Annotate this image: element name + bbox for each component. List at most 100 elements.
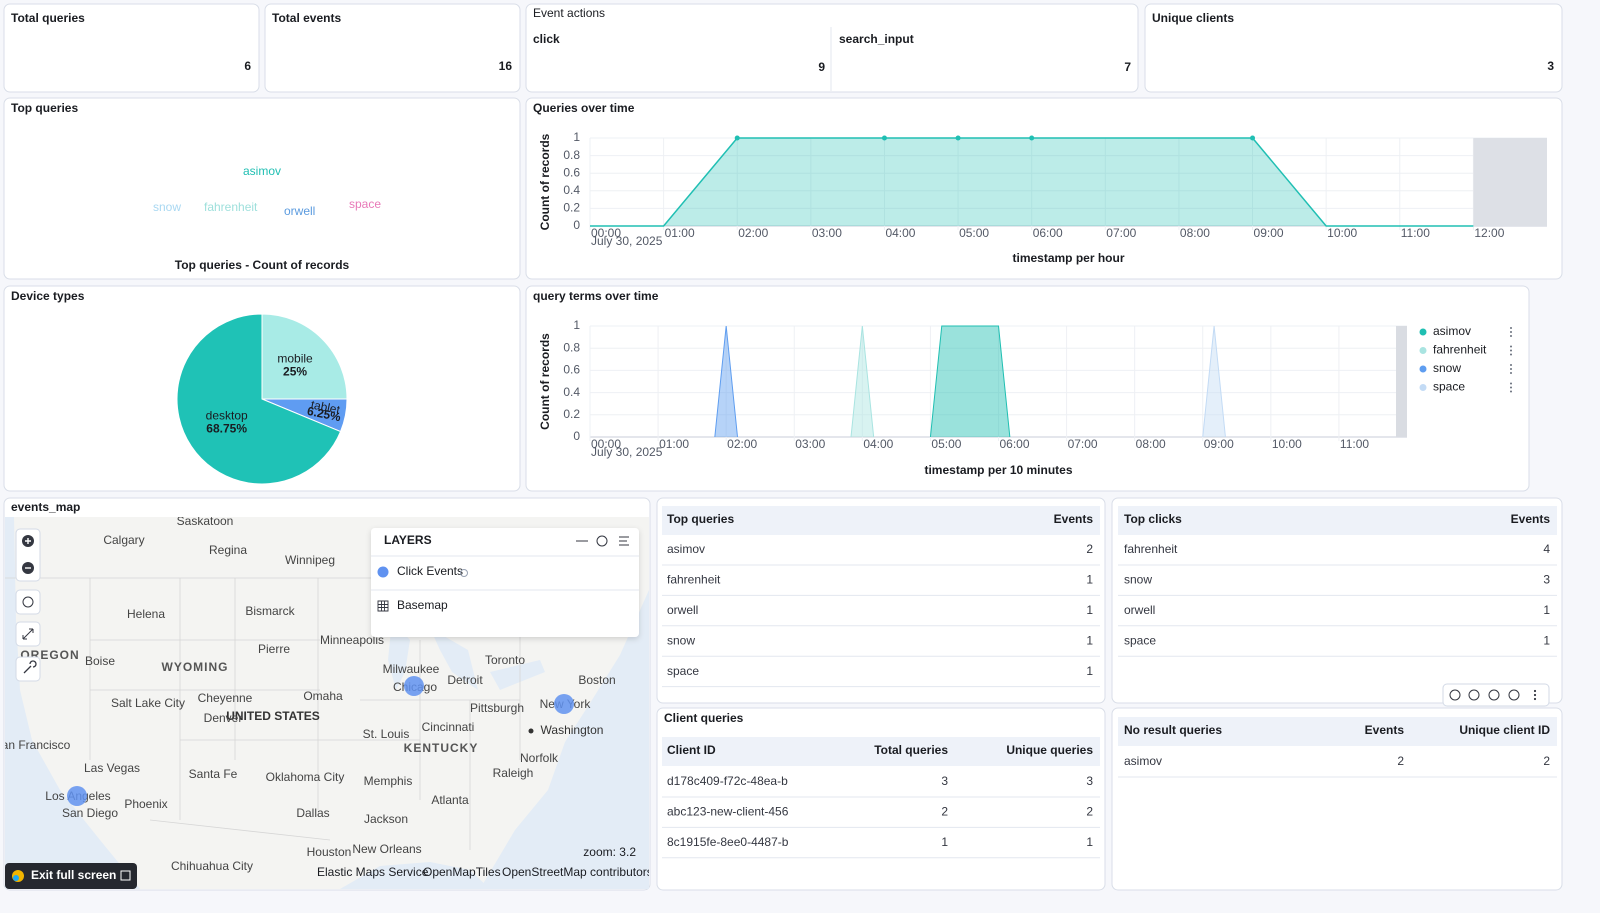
exit-label: Exit full screen [31,868,116,882]
map-point[interactable] [404,676,424,696]
toolbar-icon[interactable] [1449,689,1461,701]
panel [3,3,260,93]
toolbar-menu-dot[interactable] [1533,689,1537,693]
map-water [388,620,410,690]
panel [3,97,521,280]
column-header: Top clicks [1124,512,1182,526]
toolbar-icon[interactable] [1488,689,1500,701]
toolbar-icon[interactable] [1468,689,1480,701]
legend-menu-dot [1510,349,1512,352]
map-label: KENTUCKY [404,741,479,755]
point [881,135,887,141]
map-label: Jackson [364,812,408,826]
area [714,326,738,437]
x-tick-label: 11:00 [1340,437,1369,451]
action-label: click [533,32,560,46]
legend-menu-dot [1510,390,1512,393]
legend-menu-dot [1510,335,1512,337]
tag-word: asimov [243,164,281,178]
panel-toolbar [1442,683,1550,707]
x-tick-label: 06:00 [1033,226,1063,240]
map-label: Raleigh [493,766,534,780]
y-tick-label: 0.6 [563,363,580,377]
column-header: Events [1365,723,1405,737]
column-header: Events [1511,512,1551,526]
table-cell: 2 [1086,805,1093,819]
exit-icon [120,870,131,881]
tag-word: snow [153,200,181,214]
table-cell: space [1124,633,1156,647]
column-header: Client ID [667,743,716,757]
table-cell: 2 [1543,754,1550,768]
x-axis-label: timestamp per 10 minutes [924,463,1072,477]
map-label: Boise [85,654,115,668]
map-label: St. Louis [363,727,410,741]
map-label: Houston [307,845,352,859]
pie-slice [261,313,348,400]
panel [1111,497,1563,704]
table-cell: 1 [1543,603,1550,617]
legend-menu-dot [1510,372,1512,374]
toolbar-icon[interactable] [1508,689,1520,701]
area [850,326,874,437]
table-cell: snow [667,633,695,647]
layer-action[interactable] [596,535,608,547]
table-cell: 8c1915fe-8ee0-4487-b [667,835,789,849]
table-cell: 3 [1543,573,1550,587]
map-label: New Orleans [352,842,421,856]
column-header: Unique queries [1006,743,1093,757]
table-cell: d178c409-f72c-48ea-b [667,774,788,788]
panel-title: events_map [11,500,80,514]
exit-button[interactable] [5,863,137,889]
y-tick-label: 0 [573,218,580,232]
point [1250,135,1256,141]
tool-icon[interactable] [23,660,37,674]
toolbar-menu-dot[interactable] [1533,693,1537,697]
map-point[interactable] [67,786,87,806]
map-label: Pittsburgh [470,701,524,715]
pie-value-label: 6.25% [306,404,342,424]
x-tick-label: 01:00 [665,226,695,240]
map-label: WYOMING [162,660,229,674]
layer-name[interactable]: Click Events [397,564,463,578]
column-header: No result queries [1124,723,1222,737]
table-cell: snow [1124,573,1152,587]
x-tick-label: 04:00 [885,226,915,240]
table-cell: 2 [1086,542,1093,556]
legend-swatch [1419,328,1427,336]
x-tick-label: 05:00 [959,226,989,240]
locate-icon[interactable] [22,596,34,608]
layer-name[interactable]: Basemap [397,598,448,612]
panel [525,3,1139,93]
table-cell: 1 [941,835,948,849]
map-label: Detroit [447,673,483,687]
legend-menu-dot [1510,345,1512,348]
metric-title: Unique clients [1152,11,1234,25]
table-cell: 3 [1086,774,1093,788]
map-attribution: OpenStreetMap contributors [502,865,653,879]
map-control[interactable] [15,589,41,615]
table-cell: asimov [667,542,705,556]
panel [656,707,1106,891]
x-tick-label: 11:00 [1401,226,1430,240]
partial-bucket [1473,138,1547,226]
map-label: Minneapolis [320,633,384,647]
layer-action[interactable] [619,536,629,546]
area [590,138,1474,226]
map-label: San Francisco [0,738,71,752]
expand-icon[interactable] [22,628,34,640]
pie-label: tablet [310,397,342,417]
toolbar-menu-dot[interactable] [1533,697,1537,701]
table-cell: 3 [941,774,948,788]
metric-title: Total events [272,11,341,25]
map-label: Regina [209,543,247,557]
panel-title: query terms over time [533,289,659,303]
panel-title: Device types [11,289,85,303]
map-label: San Diego [62,806,118,820]
map-point[interactable] [554,694,574,714]
table-cell: space [667,664,699,678]
map-label: Phoenix [124,797,167,811]
point [955,135,961,141]
map-zoom: zoom: 3.2 [583,845,636,859]
tag-word: fahrenheit [204,200,258,214]
